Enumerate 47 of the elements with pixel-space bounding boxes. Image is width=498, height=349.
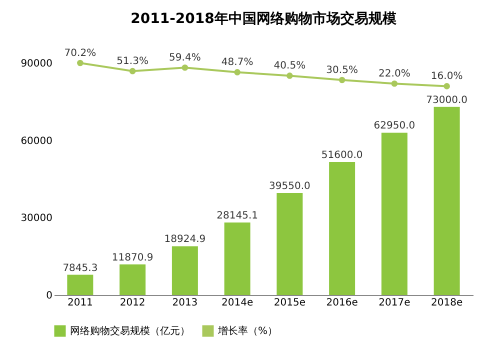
legend-label: 增长率（%）: [217, 325, 278, 337]
data-label: 28145.1: [216, 210, 258, 222]
bar: [67, 274, 94, 295]
point: [391, 80, 398, 87]
x-tick-label: 2015e: [274, 298, 306, 308]
y-tick-label: 0: [46, 290, 52, 302]
data-label: 73000.0: [426, 94, 468, 106]
point: [286, 72, 293, 79]
point: [338, 76, 346, 84]
point: [129, 68, 136, 74]
chart-title: 2011-2018年中国网络购物市场交易规模: [130, 10, 398, 27]
data-label: 22.0%: [378, 68, 410, 80]
bar: [172, 246, 198, 295]
point: [77, 60, 84, 66]
data-label: 59.4%: [169, 52, 201, 64]
bar: [120, 264, 146, 295]
x-tick-label: 2012: [120, 298, 146, 308]
x-tick-label: 2016e: [326, 298, 358, 308]
y-tick-label: 60000: [20, 136, 52, 147]
x-tick-label: 2011: [67, 298, 93, 308]
data-label: 48.7%: [221, 57, 254, 68]
data-label: 7845.3: [62, 262, 98, 274]
data-label: 11870.9: [112, 252, 154, 264]
bar: [329, 162, 356, 295]
data-label: 30.5%: [326, 64, 358, 76]
data-label: 18924.9: [164, 234, 206, 246]
point: [182, 64, 188, 71]
bar: [224, 222, 250, 295]
data-label: 51600.0: [321, 150, 363, 161]
bar: [434, 106, 460, 295]
bar: [381, 132, 408, 295]
y-tick-label: 90000: [20, 58, 52, 70]
data-label: 62950.0: [374, 120, 416, 132]
point: [444, 83, 450, 90]
data-label: 39550.0: [269, 181, 310, 192]
point: [234, 69, 240, 76]
legend-label: 网络购物交易规模（亿元）: [70, 325, 190, 337]
x-tick-label: 2017e: [378, 298, 410, 308]
data-label: 16.0%: [430, 71, 463, 82]
x-tick-label: 2014e: [222, 298, 254, 308]
y-tick-label: 30000: [20, 213, 52, 224]
x-tick-label: 2018e: [431, 298, 463, 308]
data-label: 40.5%: [274, 60, 306, 72]
bar: [276, 193, 303, 295]
x-tick-label: 2013: [172, 298, 198, 308]
data-label: 70.2%: [64, 48, 96, 59]
data-label: 51.3%: [116, 56, 148, 68]
